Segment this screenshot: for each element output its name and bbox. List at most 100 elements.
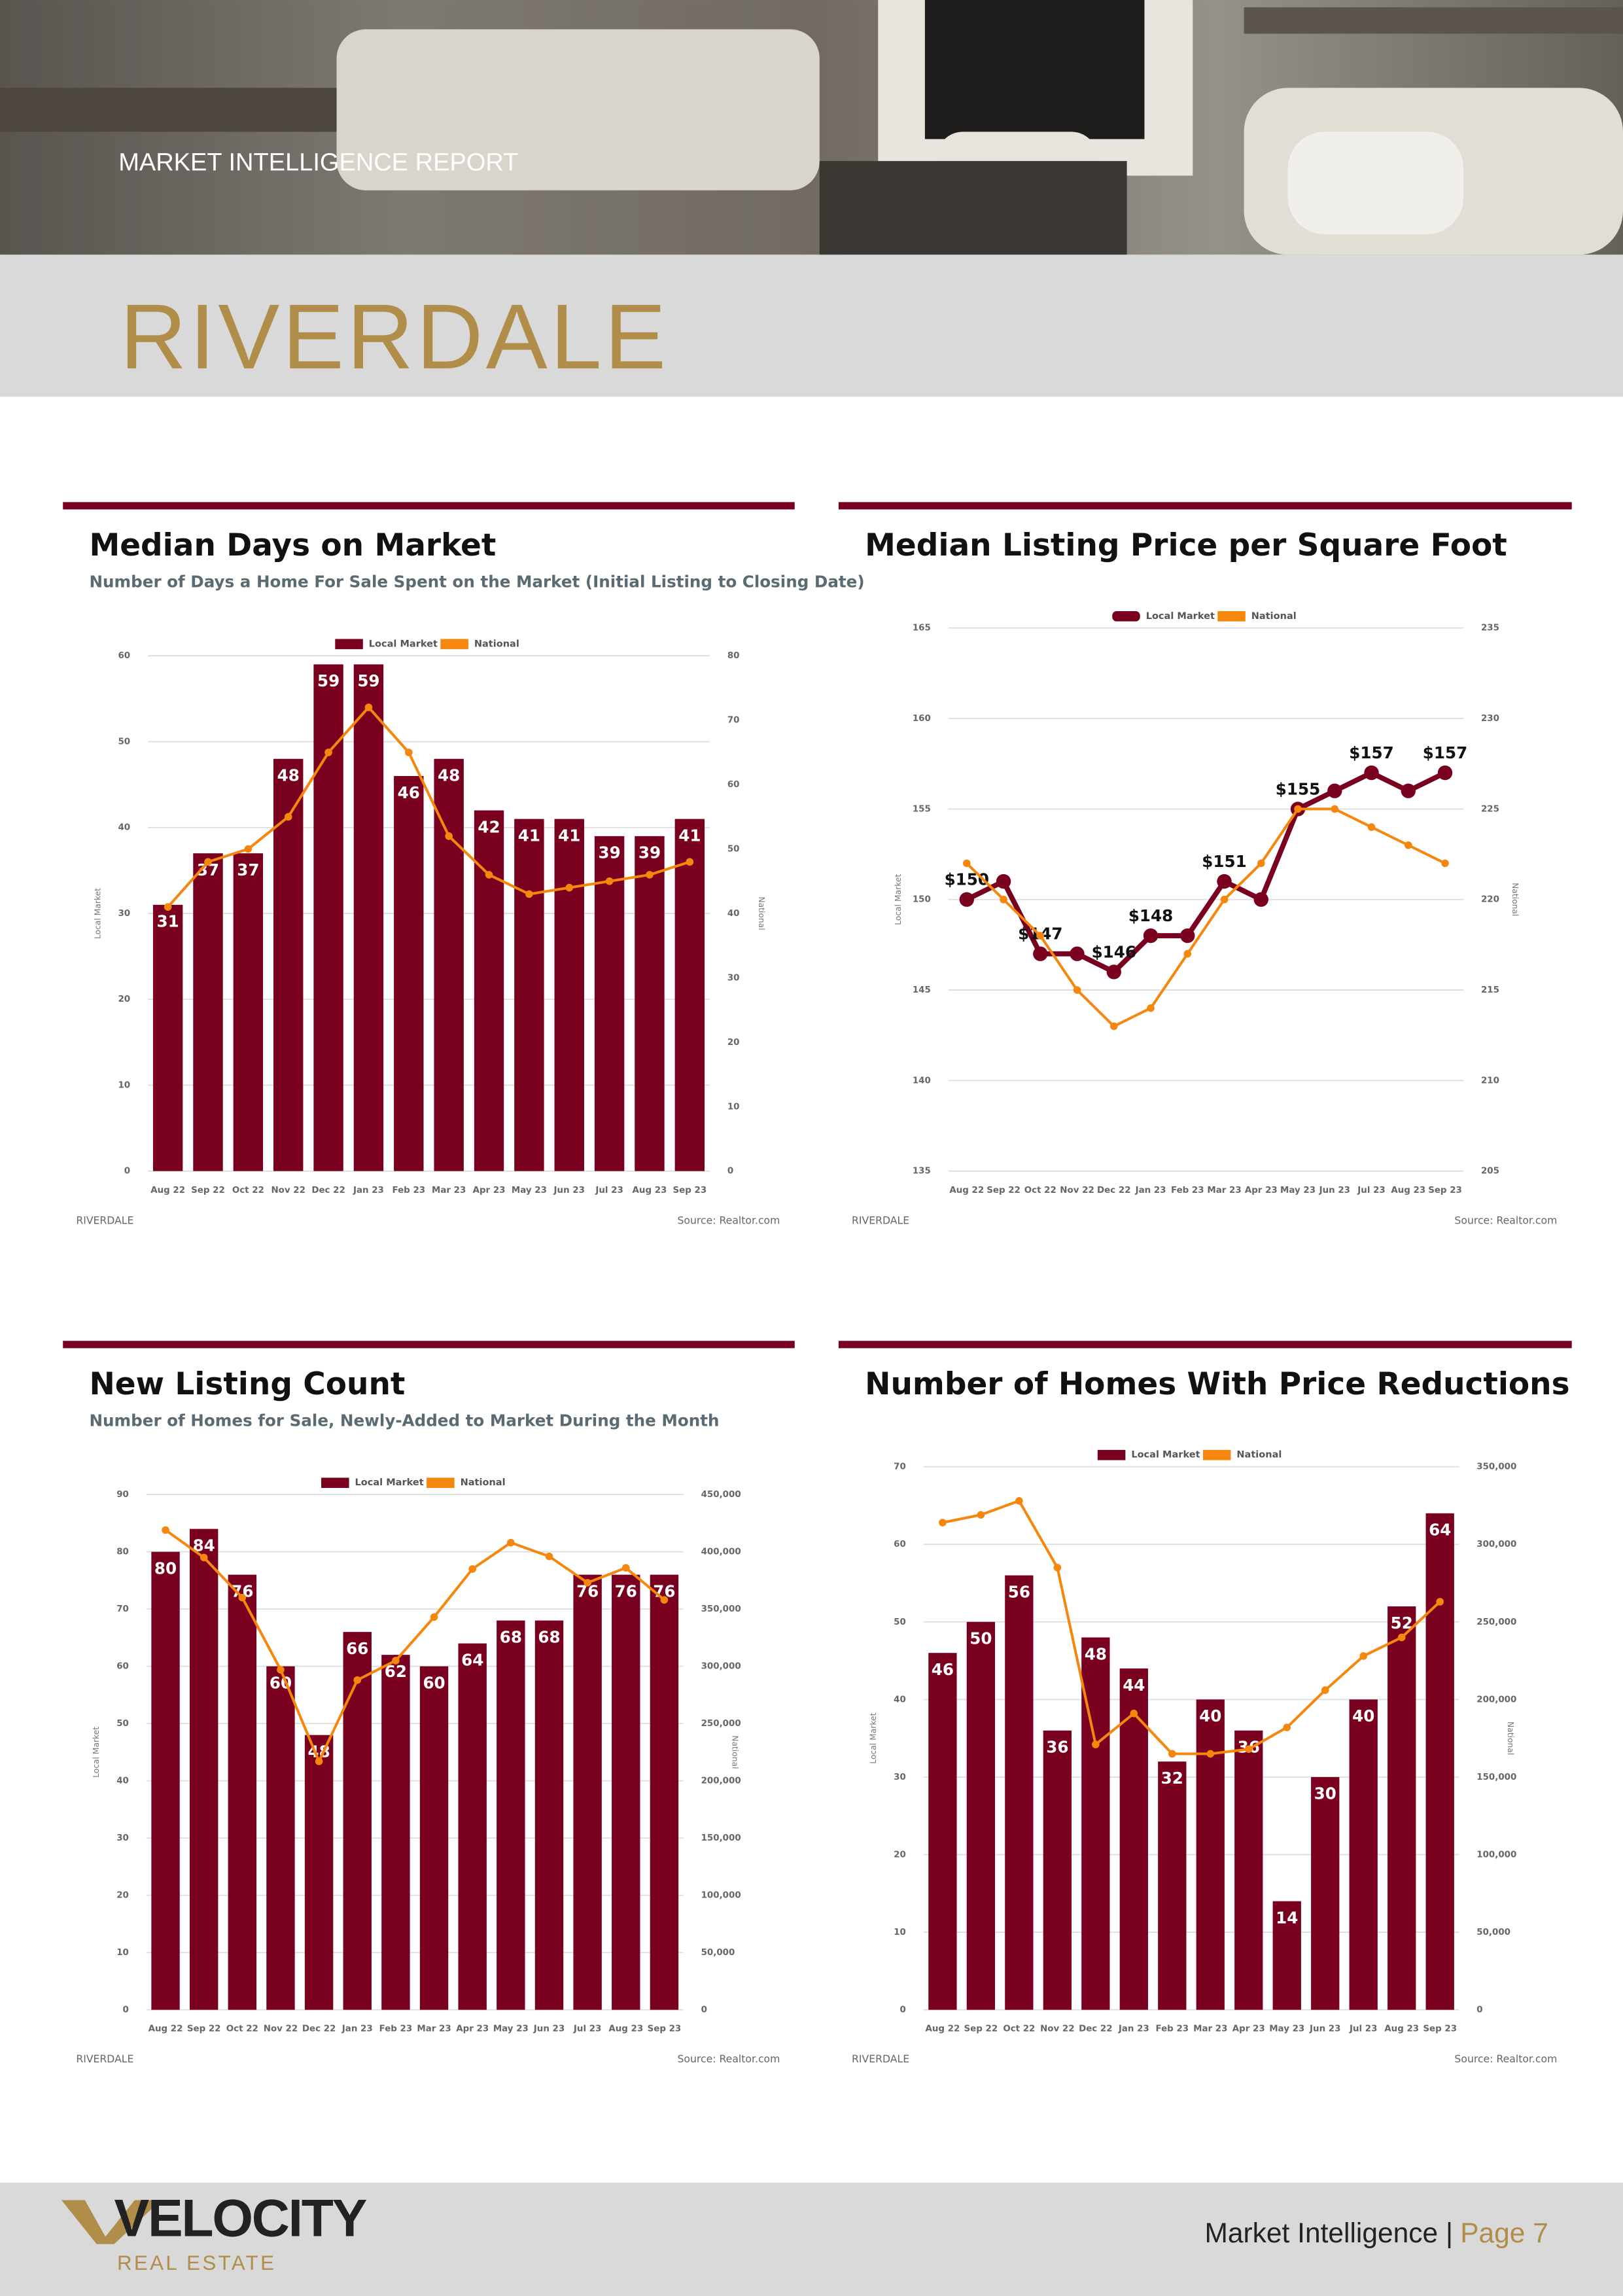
x-tick-label: Jan 23 (1118, 2024, 1149, 2034)
x-tick-label: Jul 23 (1357, 1186, 1385, 1195)
bar (458, 1643, 487, 2010)
panel-rule (838, 1341, 1572, 1349)
y-tick-label: 10 (116, 1948, 129, 1958)
bar-label: 37 (237, 860, 259, 879)
y2-tick-label: 0 (727, 1167, 733, 1176)
bar-label: 40 (1199, 1706, 1221, 1725)
x-tick-label: Aug 22 (925, 2024, 960, 2034)
y-tick-label: 20 (116, 1891, 129, 1901)
y2-tick-label: 20 (727, 1038, 740, 1048)
y-tick-label: 30 (118, 909, 130, 919)
x-tick-label: Sep 22 (187, 2024, 221, 2034)
point (1053, 1563, 1062, 1572)
x-tick-label: Mar 23 (417, 2024, 451, 2034)
y-tick-label: 165 (913, 624, 931, 633)
bar (419, 1666, 449, 2010)
point (485, 871, 493, 879)
y-tick-label: 150 (913, 895, 931, 905)
bar (1387, 1606, 1416, 2010)
x-tick-label: Jun 23 (553, 1186, 585, 1195)
y2-tick-label: 70 (727, 716, 740, 726)
x-tick-label: Sep 23 (1423, 2024, 1457, 2034)
bar-label: 39 (598, 843, 620, 862)
chart-source: Source: Realtor.com (1454, 1214, 1557, 1226)
panel-rule (838, 502, 1572, 510)
panel-rule (63, 1341, 795, 1349)
bar (1272, 1901, 1301, 2010)
y2-axis-label: National (731, 1735, 740, 1769)
brand: VELOCITY (114, 2189, 366, 2248)
bar (966, 1621, 996, 2010)
x-tick-label: Apr 23 (1232, 2024, 1265, 2034)
point (605, 877, 614, 885)
legend-swatch (440, 639, 468, 650)
y2-tick-label: 230 (1481, 714, 1499, 724)
bar (273, 758, 304, 1171)
point (1283, 1723, 1291, 1731)
y2-tick-label: 100,000 (1476, 1850, 1516, 1860)
point (392, 1657, 400, 1665)
x-tick-label: Nov 22 (1060, 1186, 1094, 1195)
point (1367, 823, 1376, 831)
y-tick-label: 10 (894, 1928, 906, 1937)
y-axis-label: Local Market (92, 1727, 101, 1778)
x-tick-label: May 23 (1280, 1186, 1316, 1195)
panel-rule (63, 502, 795, 510)
bar (474, 810, 504, 1171)
point (977, 1511, 985, 1519)
chart-caption: RIVERDALE (852, 2053, 909, 2065)
point (525, 890, 533, 898)
y-tick-label: 30 (116, 1833, 129, 1843)
x-tick-label: Feb 23 (1155, 2024, 1189, 2034)
bar (635, 836, 665, 1171)
line (164, 1528, 665, 1763)
y2-tick-label: 50 (727, 845, 740, 855)
point (1015, 1496, 1023, 1505)
x-tick-label: Feb 23 (379, 2024, 413, 2034)
bar-label: 42 (478, 817, 500, 836)
bar-label: 80 (154, 1559, 177, 1578)
x-tick-label: May 23 (512, 1186, 547, 1195)
x-tick-label: Jan 23 (353, 1186, 384, 1195)
chart-source: Source: Realtor.com (677, 2053, 780, 2065)
y2-tick-label: 250,000 (701, 1719, 741, 1729)
y2-tick-label: 40 (727, 909, 740, 919)
y2-tick-label: 250,000 (1476, 1617, 1516, 1627)
bar-label: 48 (277, 766, 300, 785)
point (1000, 895, 1007, 904)
bar (394, 776, 424, 1171)
x-tick-label: Dec 22 (1097, 1186, 1130, 1195)
bar-label: 31 (157, 912, 179, 931)
x-tick-label: Mar 23 (1207, 1186, 1241, 1195)
x-tick-label: Sep 22 (986, 1186, 1021, 1195)
bar (353, 664, 384, 1171)
legend-swatch (1097, 1449, 1126, 1460)
chart-source: Source: Realtor.com (677, 1214, 780, 1226)
y-tick-label: 0 (899, 2005, 905, 2015)
y-tick-label: 50 (894, 1617, 906, 1627)
x-tick-label: Jan 23 (341, 2024, 373, 2034)
point (565, 883, 574, 892)
point (1437, 765, 1453, 781)
bar-label: 41 (518, 826, 540, 845)
point (1070, 946, 1085, 961)
bar-label: 68 (538, 1627, 560, 1646)
point (1180, 928, 1195, 944)
report-kicker: MARKET INTELLIGENCE REPORT (118, 149, 518, 177)
point (238, 1593, 247, 1602)
point (1253, 892, 1268, 907)
y2-tick-label: 220 (1481, 895, 1499, 905)
x-tick-label: Aug 23 (1391, 1186, 1425, 1195)
legend-label: Local Market (1131, 1450, 1200, 1460)
bar-label: 60 (423, 1673, 445, 1692)
legend-label: Local Market (1146, 611, 1215, 622)
x-tick-label: Apr 23 (1245, 1186, 1278, 1195)
line (942, 1499, 1441, 1756)
bar (514, 819, 544, 1171)
point (364, 703, 373, 711)
chart-title: Median Listing Price per Square Foot (865, 527, 1507, 563)
y2-axis-label: National (757, 896, 766, 930)
y-tick-label: 40 (118, 823, 130, 833)
bar (1234, 1730, 1263, 2010)
